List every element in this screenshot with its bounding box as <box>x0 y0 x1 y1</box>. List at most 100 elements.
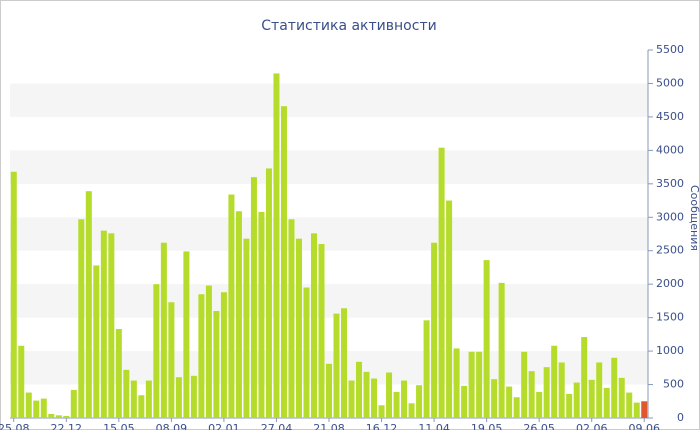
bar <box>573 382 580 418</box>
y-tick-label: 500 <box>663 378 684 391</box>
bar <box>258 211 265 418</box>
x-tick-label: 22.12 <box>51 422 83 430</box>
bar <box>183 251 190 418</box>
bar <box>235 211 242 418</box>
y-tick-label: 5500 <box>656 43 684 56</box>
bar <box>205 285 212 418</box>
bar <box>250 177 257 418</box>
x-tick-label: 08.09 <box>156 422 188 430</box>
x-tick-label: 25.08 <box>0 422 30 430</box>
bar <box>303 287 310 418</box>
y-tick-label: 3000 <box>656 210 684 223</box>
bar <box>190 375 197 418</box>
bar <box>513 397 520 418</box>
bar <box>130 380 137 418</box>
bar <box>288 219 295 418</box>
bar <box>401 380 408 418</box>
bar <box>160 242 167 418</box>
bar <box>423 320 430 418</box>
bar <box>18 345 25 418</box>
y-tick-label: 3500 <box>656 177 684 190</box>
bar <box>78 219 85 418</box>
bar <box>198 294 205 418</box>
bar <box>310 233 317 418</box>
y-tick-label: 1500 <box>656 311 684 324</box>
x-tick-label: 02.06 <box>576 422 608 430</box>
y-tick-label: 2000 <box>656 277 684 290</box>
bar <box>168 302 175 418</box>
bar <box>175 377 182 418</box>
bar <box>393 391 400 418</box>
bar <box>100 230 107 418</box>
bar <box>476 351 483 418</box>
grid-band <box>10 284 648 318</box>
bar <box>596 362 603 418</box>
bar <box>273 73 280 418</box>
bar <box>325 363 333 418</box>
bar <box>108 233 115 418</box>
x-tick-label: 09.06 <box>628 422 660 430</box>
y-tick-label: 2500 <box>656 244 684 257</box>
bar <box>228 194 235 418</box>
bar <box>468 351 475 418</box>
bar <box>416 385 423 418</box>
bar <box>626 392 633 418</box>
y-axis-label: Сообщения <box>688 185 700 251</box>
bar <box>378 405 385 418</box>
bar <box>213 310 220 418</box>
bar <box>63 415 70 418</box>
bar <box>461 385 468 418</box>
y-tick-label: 1000 <box>656 344 684 357</box>
bar <box>386 372 393 418</box>
bar <box>153 284 160 418</box>
bar <box>521 351 528 418</box>
bar <box>220 292 227 418</box>
bar <box>145 380 152 418</box>
bar <box>453 348 460 418</box>
bar <box>70 389 77 418</box>
bar <box>438 147 445 419</box>
bar <box>33 400 40 418</box>
bar <box>123 369 130 418</box>
x-tick-label: 02.01 <box>208 422 240 430</box>
bar <box>348 380 355 418</box>
bar <box>551 345 558 418</box>
bar <box>566 393 573 418</box>
x-tick-label: 16.12 <box>366 422 398 430</box>
bar <box>558 362 565 418</box>
bar <box>115 329 122 418</box>
bar <box>333 313 340 418</box>
bar <box>40 398 47 418</box>
bar <box>25 392 32 418</box>
bar <box>265 168 272 418</box>
x-tick-label: 26.05 <box>523 422 555 430</box>
bar <box>138 395 145 418</box>
bar <box>341 308 348 418</box>
bar <box>446 200 453 418</box>
bar <box>633 402 640 418</box>
bar <box>506 386 513 418</box>
grid-band <box>10 217 648 251</box>
grid-band <box>10 83 648 117</box>
bar <box>491 379 498 418</box>
bar <box>498 282 505 418</box>
bar <box>528 371 535 418</box>
bar <box>318 244 325 418</box>
bar <box>641 401 648 418</box>
bar <box>356 361 363 418</box>
y-tick-label: 5000 <box>656 76 684 89</box>
bar <box>611 357 618 418</box>
bar <box>55 415 62 418</box>
bar <box>581 337 588 418</box>
y-tick-label: 4500 <box>656 110 684 123</box>
y-tick-label: 4000 <box>656 143 684 156</box>
x-tick-label: 21.08 <box>313 422 345 430</box>
x-tick-label: 19.05 <box>471 422 503 430</box>
bar <box>483 260 490 418</box>
bar <box>295 238 302 418</box>
bar <box>363 371 370 418</box>
bar <box>431 242 438 418</box>
bar <box>543 367 550 418</box>
bar <box>85 191 92 418</box>
